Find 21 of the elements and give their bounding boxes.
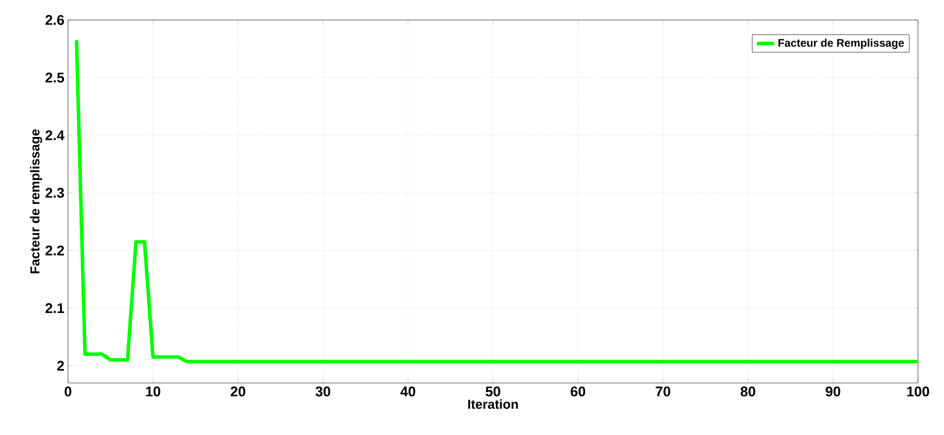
x-tick-label: 80	[740, 386, 756, 396]
x-tick-label: 30	[316, 386, 330, 396]
y-tick-label: 2.1	[46, 303, 64, 313]
y-tick-label: 2.6	[46, 15, 64, 25]
y-tick-label: 2.3	[46, 188, 64, 198]
x-tick-label: 70	[656, 386, 670, 396]
y-axis-title: Facteur de remplissage	[30, 129, 42, 274]
x-tick-label: 50	[486, 386, 500, 396]
legend-label: Facteur de Remplissage	[778, 38, 904, 50]
x-tick-label: 60	[570, 386, 586, 396]
x-tick-label: 0	[64, 386, 72, 396]
y-tick-label: 2.2	[46, 246, 64, 256]
x-axis-title: Iteration	[468, 399, 518, 409]
x-tick-label: 100	[907, 386, 930, 396]
x-tick-label: 10	[146, 386, 160, 396]
y-tick-label: 2.5	[46, 72, 64, 83]
x-tick-label: 90	[826, 386, 840, 396]
y-tick-label: 2.4	[46, 130, 64, 140]
x-tick-label: 20	[230, 386, 246, 396]
y-tick-label: 2	[57, 360, 64, 371]
x-tick-label: 40	[400, 386, 416, 396]
